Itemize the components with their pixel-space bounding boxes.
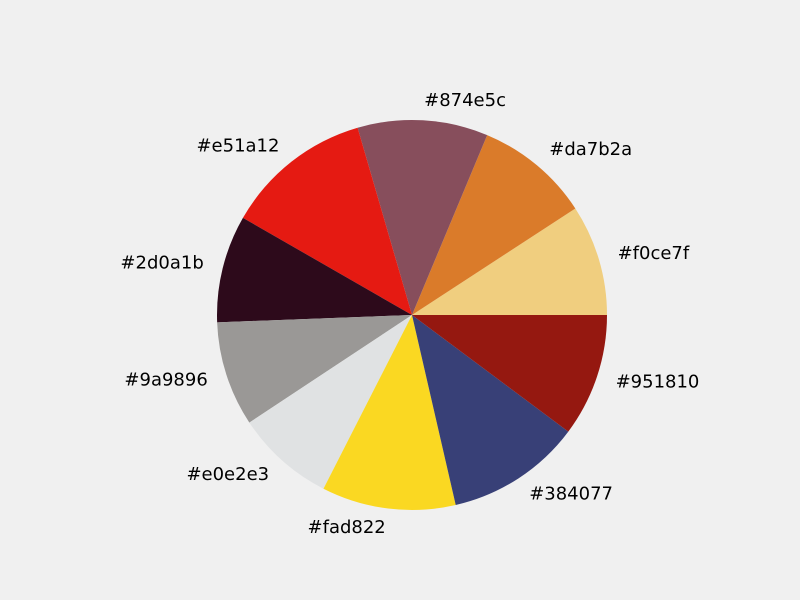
slice-label: #e0e2e3 — [186, 464, 269, 485]
pie-slice — [412, 315, 607, 432]
pie-slices — [217, 119, 607, 510]
pie-slice — [412, 208, 607, 315]
slice-label: #f0ce7f — [618, 243, 690, 264]
slice-label: #874e5c — [424, 90, 506, 111]
pie-slice — [217, 217, 412, 323]
pie-slice — [357, 119, 488, 315]
pie-slice — [249, 315, 412, 489]
slice-label: #9a9896 — [124, 370, 207, 391]
slice-label: #fad822 — [308, 517, 386, 538]
pie-slice — [323, 315, 456, 510]
slice-label: #da7b2a — [549, 139, 632, 160]
pie-slice — [242, 127, 412, 316]
pie-labels: #f0ce7f #da7b2a #874e5c #e51a12 #2d0a1b #9a98… — [120, 90, 699, 538]
slice-label: #951810 — [616, 372, 700, 393]
pie-slice — [412, 135, 576, 315]
pie-slice — [217, 315, 412, 423]
slice-label: #e51a12 — [196, 135, 279, 156]
slice-label: #384077 — [529, 484, 613, 505]
pie-slice — [412, 315, 569, 506]
slice-label: #2d0a1b — [120, 253, 203, 274]
